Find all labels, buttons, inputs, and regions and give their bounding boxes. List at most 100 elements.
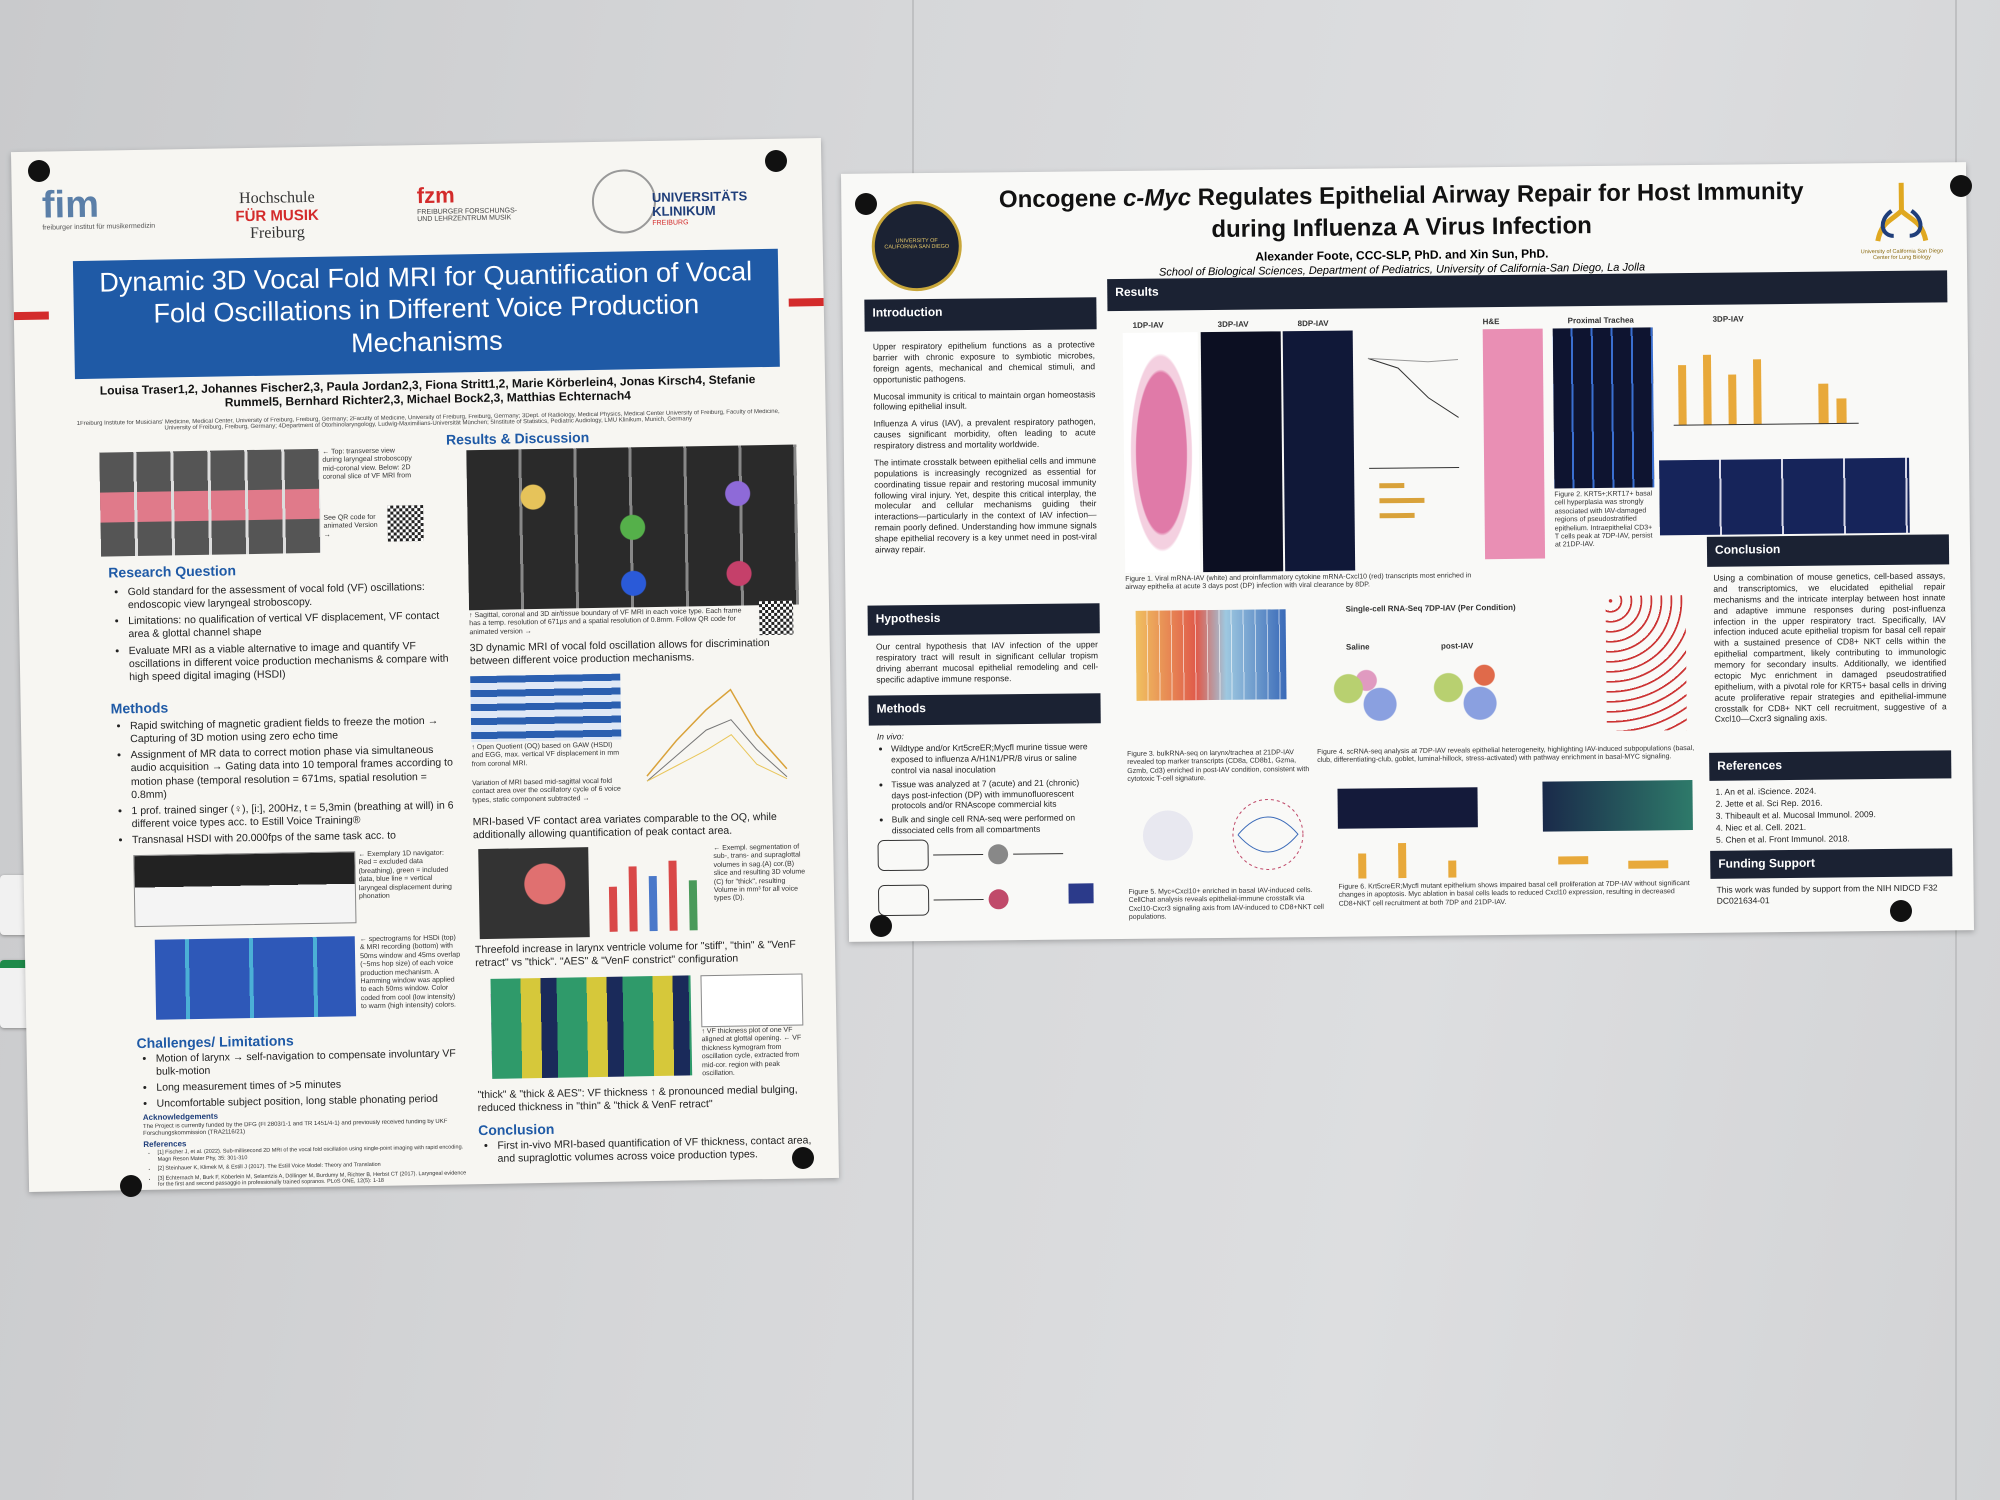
logo-subtext: FREIBURGER FORSCHUNGS- UND LEHRZENTRUM M… [417,207,518,224]
section-heading: Methods [868,693,1101,726]
push-pin [1950,175,1972,197]
section-heading: Results & Discussion [445,429,590,448]
list-item: Tissue was analyzed at 7 (acute) and 21 … [891,777,1099,812]
bar-charts [1358,843,1669,879]
hfm-logo: Hochschule FÜR MUSIK Freiburg [202,188,353,251]
list-item: Gold standard for the assessment of voca… [128,580,454,612]
list-item: Motion of larynx → self-navigation to co… [156,1047,472,1079]
bar-shape [648,875,658,932]
paragraph: Influenza A virus (IAV), a prevalent res… [873,416,1096,451]
bar-shape [668,860,678,931]
right-poster: UNIVERSITY OF CALIFORNIA SAN DIEGO Oncog… [841,162,1974,942]
bar-shape [1379,512,1415,519]
logo-text: Freiburg [249,224,305,242]
list: First in-vivo MRI-based quantification o… [483,1134,818,1166]
umap-plot [1421,654,1512,736]
fzm-logo: fzm FREIBURGER FORSCHUNGS- UND LEHRZENTR… [417,181,548,243]
paragraph: Upper respiratory epithelium functions a… [872,339,1096,385]
bullet-list: Gold standard for the assessment of voca… [114,580,456,696]
plot-shape [1232,798,1304,870]
fluorescence-image [1552,327,1655,489]
caption: ← Exemplary 1D navigator: Red = excluded… [358,849,452,901]
university-seal: UNIVERSITY OF CALIFORNIA SAN DIEGO [871,200,963,292]
figure-caption: Figure 6. Krt5creER;Mycfl mutant epithel… [1338,880,1690,908]
reference-list: 1. An et al. iScience. 2024. 2. Jette et … [1715,784,1948,848]
qr-code [387,505,424,542]
list-item: Transnasal HSDI with 20.000fps of the sa… [132,828,463,847]
logo-shape [1880,209,1923,238]
list-item: Assignment of MR data to correct motion … [130,744,462,802]
list-item: Evaluate MRI as a viable alternative to … [129,639,456,684]
spectrogram [154,936,357,1020]
qr-code [758,600,794,636]
mri-images [466,444,800,611]
panel-label: post-IAV [1440,641,1474,651]
title-part: c-Myc [1122,184,1192,212]
section-heading: Introduction [864,297,1097,332]
bar-shape [1358,853,1367,879]
bullet-list: Wildtype and/or Krt5creER;Mycfl murine t… [877,741,1100,833]
panel-label: 8DP-IAV [1297,318,1329,329]
dot-plot [1605,595,1687,731]
bar-shape [1379,497,1425,504]
axis-line [1673,422,1859,426]
bar-shape [608,886,618,932]
plot-line [646,688,788,777]
section-heading: Hypothesis [867,603,1100,636]
schematic-box [877,839,929,871]
push-pin [765,150,787,172]
umap-plot [1321,655,1412,737]
reference-list: [1] Fischer J, et al. (2022). Sub-millis… [143,1144,474,1188]
university-seal [591,168,657,235]
bar-shape [1678,365,1687,426]
panel-label: 3DP-IAV [1217,319,1249,329]
list-item: [3] Echternach M, Burk F, Köberlein M, S… [158,1170,474,1188]
bar-shape [1836,398,1847,424]
section-heading: Research Question [108,562,237,581]
caption: ↑ Open Quotient (OQ) based on GAW (HSDI)… [471,741,620,768]
caption: ↑ VF thickness plot of one VF aligned at… [701,1026,802,1078]
paragraph: The intimate crosstalk between epithelia… [873,455,1097,555]
section-heading: Conclusion [1706,534,1950,567]
segmentation-image [478,847,590,940]
paragraph: Threefold increase in larynx ventricle v… [474,938,796,970]
histology-image [1122,332,1201,573]
fluorescence-image [1542,780,1693,832]
stroboscopy-image [99,448,322,557]
bar-charts [1673,354,1859,426]
logo-text: University of California San Diego Cente… [1860,248,1944,262]
title-part: Oncogene [998,184,1124,214]
plot-line [1367,357,1459,418]
schematic-icon [988,889,1009,910]
bar-shape [1628,860,1669,869]
cellchat-plot [1142,798,1304,870]
logo-shape [1875,182,1929,242]
push-pin [120,1175,142,1197]
push-pin [792,1147,814,1169]
histology-image [1482,328,1546,560]
plot-shape [1237,816,1299,853]
figure-caption: Figure 4. scRNA-seq analysis at 7DP-IAV … [1317,745,1695,765]
push-pin [870,915,892,937]
schematic-box [878,884,930,916]
caption: Variation of MRI based mid-sagittal voca… [472,777,621,804]
logo-text: fim [41,184,100,227]
list-item: First in-vivo MRI-based quantification o… [497,1134,818,1166]
thickness-plot [700,973,804,1028]
logo-text: fzm [416,182,455,209]
list-item: 1 prof. trained singer (♀), [i:], 200Hz,… [131,799,462,831]
schematic-icon [1068,883,1094,904]
plot-shape [1142,810,1193,861]
list: Gold standard for the assessment of voca… [114,580,456,684]
volume-bars [608,860,698,932]
paragraph: Our central hypothesis that IAV infectio… [875,639,1099,685]
bar-shape [1728,374,1737,425]
methods-schematic [877,839,1094,916]
seal-text: UNIVERSITY OF CALIFORNIA SAN DIEGO [884,237,950,251]
push-pin [1890,900,1912,922]
bar-shape [688,880,698,931]
bullet-list: Rapid switching of magnetic gradient fie… [116,714,463,855]
schematic-icon [988,844,1009,865]
lung-logo [1875,182,1929,242]
